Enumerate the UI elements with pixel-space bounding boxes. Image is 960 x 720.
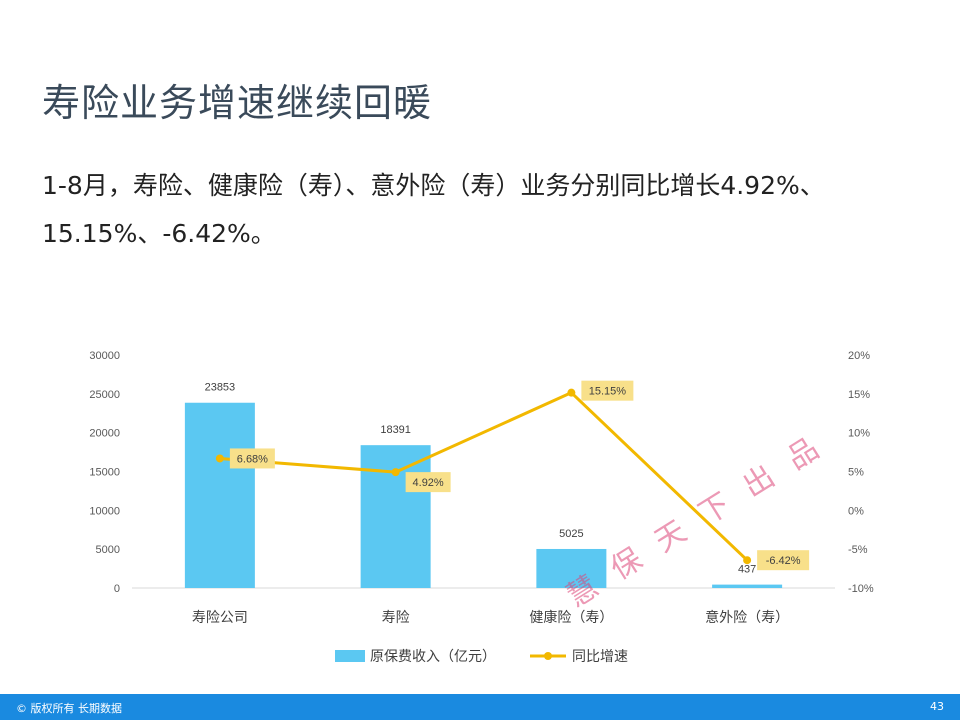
y-right-tick-label: 0% <box>848 505 864 517</box>
y-left-tick-label: 0 <box>114 583 120 595</box>
bar <box>184 402 255 588</box>
y-left-tick-label: 25000 <box>89 389 120 401</box>
combo-chart: 0 5000 10000 15000 20000 25000 30000 -10% -5% 0% 5… <box>89 350 874 665</box>
bar-data-label: 18391 <box>380 424 411 436</box>
y-right-tick-label: 20% <box>848 350 870 362</box>
growth-data-label: 15.15% <box>589 386 627 398</box>
bar-data-label: 23853 <box>205 382 236 394</box>
y-left-tick-label: 30000 <box>89 350 120 362</box>
growth-label-box <box>581 380 634 401</box>
growth-point <box>215 454 224 463</box>
growth-point <box>391 468 400 477</box>
growth-line <box>219 391 749 562</box>
y-left-tick-label: 5000 <box>96 544 120 556</box>
growth-data-label: -6.42% <box>766 555 801 567</box>
growth-label-box <box>229 448 275 469</box>
page-number: 43 <box>930 700 944 713</box>
y-left-tick-label: 10000 <box>89 505 120 517</box>
slide-title: 寿险业务增速继续回暖 <box>42 81 433 125</box>
growth-data-label: 6.68% <box>237 453 268 465</box>
legend-bar-label: 原保费收入（亿元） <box>370 649 496 665</box>
bar <box>712 584 783 588</box>
x-category-label: 健康险（寿） <box>529 609 613 626</box>
y-right-tick-label: 10% <box>848 428 870 440</box>
footer-copyright: © 版权所有 长期数据 <box>16 702 122 715</box>
y-right-tick-label: 15% <box>848 389 870 401</box>
y-left-tick-label: 20000 <box>89 428 120 440</box>
x-category-label: 寿险 <box>382 609 410 626</box>
y-left-tick-label: 15000 <box>89 467 120 479</box>
y-right-tick-label: 5% <box>848 467 864 479</box>
growth-data-label: 4.92% <box>413 477 444 489</box>
footer-bar: © 版权所有 长期数据 43 <box>0 694 960 720</box>
y-right-tick-label: -5% <box>848 544 868 556</box>
x-category-label: 寿险公司 <box>192 609 248 626</box>
y-right-tick-label: -10% <box>848 583 874 595</box>
growth-point <box>743 556 752 565</box>
bar <box>360 445 431 588</box>
bar-data-label: 5025 <box>559 528 583 540</box>
growth-point <box>567 388 576 397</box>
growth-label-box <box>757 550 810 571</box>
legend-line-marker <box>544 652 552 660</box>
bar <box>536 548 607 588</box>
slide-body-text: 1-8月，寿险、健康险（寿）、意外险（寿）业务分别同比增长4.92%、15.15… <box>42 171 825 248</box>
x-category-label: 意外险（寿） <box>705 609 789 626</box>
bar-data-label: 437 <box>738 564 756 576</box>
growth-label-box <box>405 472 451 493</box>
legend-line-label: 同比增速 <box>572 649 628 665</box>
legend-bar-swatch <box>335 650 365 662</box>
